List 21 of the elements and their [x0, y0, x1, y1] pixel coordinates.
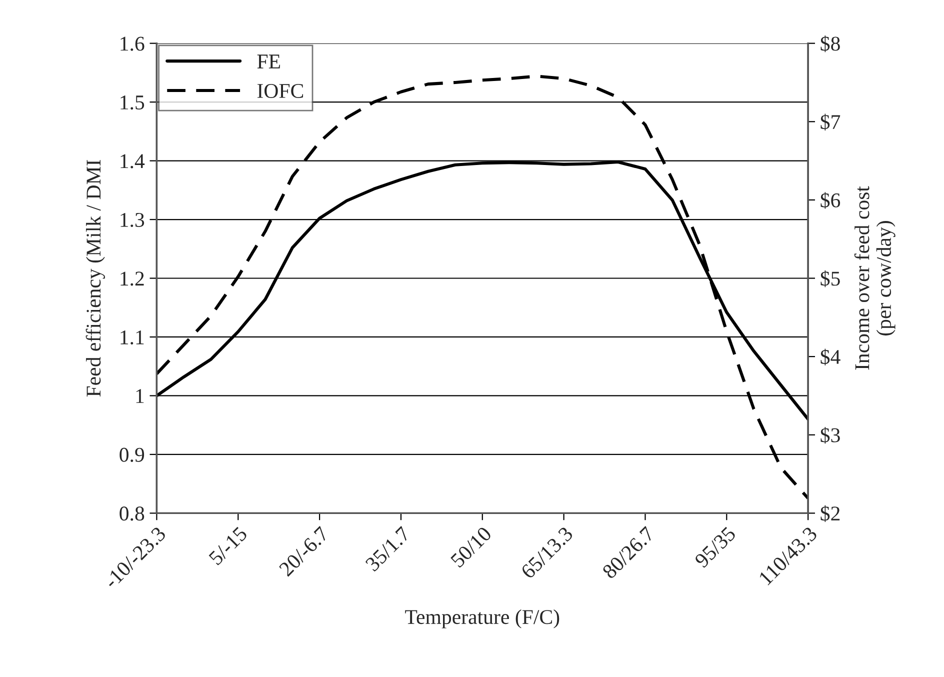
- legend-label: IOFC: [257, 84, 304, 98]
- y2-tick-label: $4: [820, 348, 840, 366]
- y-tick-label: 0.9: [120, 448, 144, 462]
- y2-tick-label: $5: [820, 270, 840, 288]
- y2-tick-label: $3: [820, 427, 840, 444]
- y-tick-label: 1.5: [120, 96, 144, 110]
- y-tick-label: 0.8: [120, 506, 144, 521]
- y-tick-label: 1.2: [120, 272, 144, 286]
- legend-label: FE: [257, 54, 280, 68]
- y2-tick-label: $7: [820, 114, 840, 130]
- y2-tick-label: $2: [820, 505, 840, 522]
- y-tick-label: 1.4: [120, 154, 145, 168]
- y-tick-label: 1.1: [120, 330, 144, 344]
- y-tick-label: 1.3: [120, 212, 144, 228]
- x-axis-title: Temperature (F/C): [405, 609, 560, 628]
- y2-tick-label: $8: [820, 35, 840, 52]
- y2-tick-label: $6: [820, 192, 840, 209]
- y-tick-label: 1.6: [120, 36, 144, 51]
- y-tick-label: 1: [136, 389, 144, 403]
- y-axis-title: Feed efficiency (Milk / DMI: [86, 160, 105, 397]
- y2-axis-title: Income over feed cost (per cow/day): [854, 186, 896, 370]
